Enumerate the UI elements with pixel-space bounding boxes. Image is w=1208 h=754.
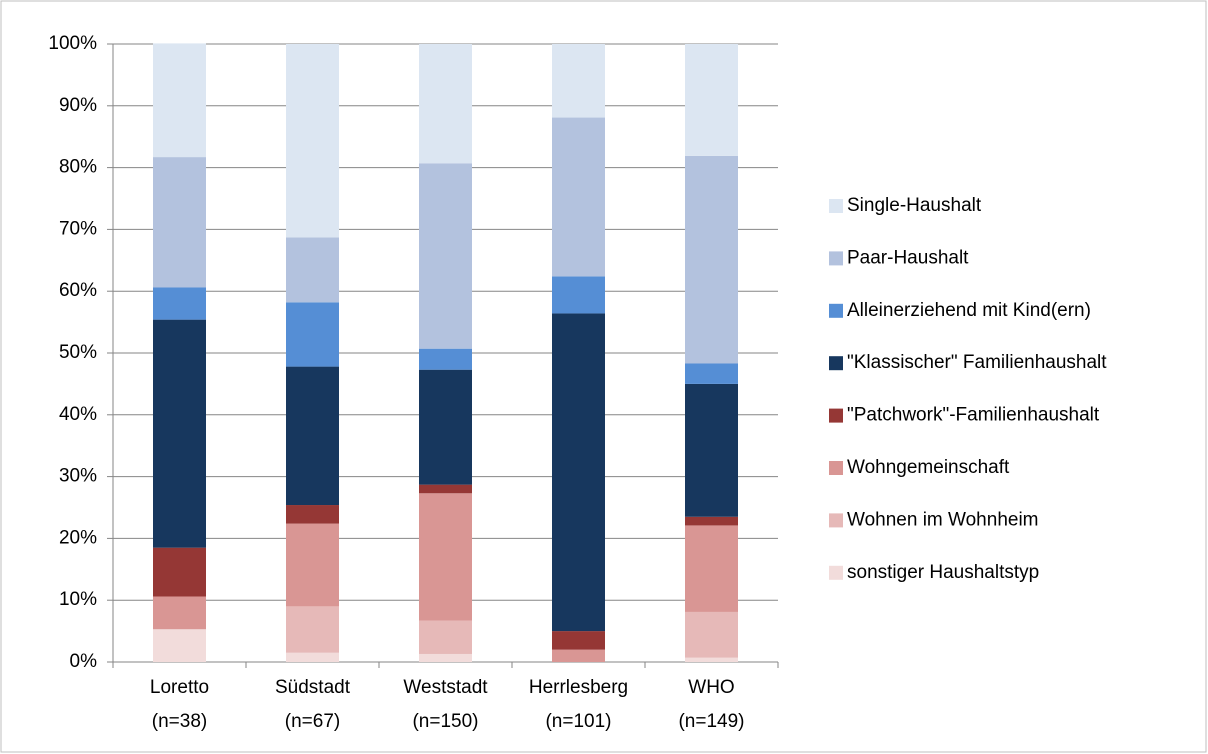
bar-segment [419, 44, 472, 164]
legend-swatch [829, 461, 843, 475]
bar-segment [153, 629, 206, 662]
legend-swatch [829, 565, 843, 580]
bar-segment [552, 276, 605, 314]
legend-label: "Patchwork"-Familienhaushalt [847, 405, 1100, 426]
y-tick-label: 90% [59, 95, 97, 116]
x-tick-label: Herrlesberg (n=101) [528, 677, 629, 732]
bar-segment [552, 44, 605, 118]
bar-segment [153, 547, 206, 597]
bar-segment [685, 363, 738, 384]
bar-segment [419, 163, 472, 349]
bar-segment [286, 606, 339, 653]
bar-segment [552, 649, 605, 662]
y-tick-label: 70% [59, 218, 97, 239]
bar-segment [419, 493, 472, 621]
bar-segment [552, 313, 605, 632]
bar-segment [685, 525, 738, 612]
x-tick-label: Weststadt (n=150) [403, 677, 488, 732]
legend-swatch [829, 408, 843, 423]
bar-segment [552, 117, 605, 277]
bar-segment [419, 484, 472, 494]
legend-swatch [829, 251, 843, 266]
bar-segment [153, 596, 206, 630]
y-tick-label: 60% [59, 280, 97, 301]
legend-label: sonstiger Haushaltstyp [847, 562, 1039, 583]
bar-segment [153, 319, 206, 548]
bar-segment [286, 302, 339, 367]
legend-label: Single-Haushalt [847, 195, 982, 216]
bar-segment [419, 620, 472, 654]
bar-segment [286, 523, 339, 607]
bar-segment [419, 369, 472, 485]
legend-label: Paar-Haushalt [847, 247, 969, 268]
bar-segment [685, 155, 738, 364]
x-tick-label: WHO (n=149) [678, 677, 745, 732]
legend-swatch [829, 303, 843, 318]
legend-label: Wohnen im Wohnheim [847, 509, 1039, 530]
y-tick-label: 50% [59, 342, 97, 363]
bar-segment [419, 653, 472, 662]
bar-segment [685, 383, 738, 517]
legend-label: Alleinerziehend mit Kind(ern) [847, 300, 1091, 321]
y-tick-label: 100% [48, 33, 97, 54]
bar-segment [286, 366, 339, 506]
y-tick-label: 0% [70, 651, 98, 672]
bar-segment [286, 44, 339, 238]
x-tick-label: Südstadt (n=67) [275, 677, 350, 732]
x-tick-label: Loretto (n=38) [149, 677, 210, 732]
y-tick-label: 10% [59, 589, 97, 610]
y-tick-label: 30% [59, 466, 97, 487]
legend-label: Wohngemeinschaft [847, 457, 1010, 478]
legend-swatch [829, 513, 843, 528]
bar-segment [685, 611, 738, 658]
bar-segment [153, 157, 206, 288]
legend-swatch [829, 199, 843, 213]
bar-segment [552, 631, 605, 650]
bar-segment [286, 505, 339, 524]
bar-segment [286, 652, 339, 662]
bar-segment [685, 44, 738, 156]
bar-segment [153, 43, 206, 158]
legend-label: "Klassischer" Familienhaushalt [847, 352, 1107, 373]
y-tick-label: 20% [59, 527, 97, 548]
y-tick-label: 80% [59, 157, 97, 178]
bar-segment [419, 348, 472, 370]
bar-segment [685, 657, 738, 662]
bar-segment [286, 237, 339, 303]
bar-segment [153, 287, 206, 320]
bar-segment [685, 516, 738, 526]
legend-swatch [829, 356, 843, 371]
y-tick-label: 40% [59, 404, 97, 425]
